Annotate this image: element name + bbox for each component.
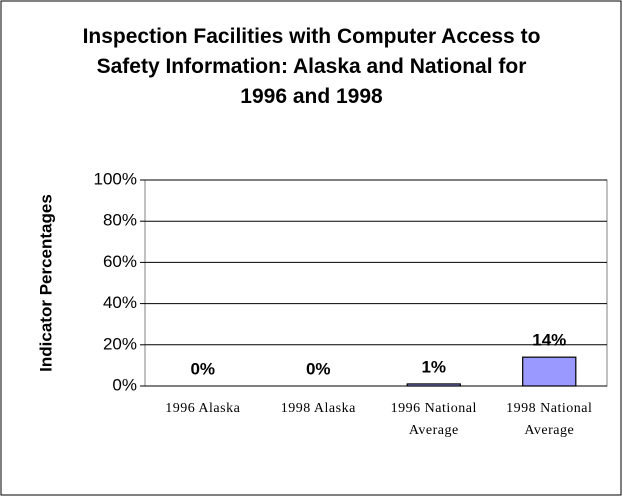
x-tick-label: 1996 National Average bbox=[390, 401, 477, 438]
data-label: 14% bbox=[532, 331, 566, 350]
data-label: 0% bbox=[306, 359, 331, 378]
data-label: 1% bbox=[421, 357, 446, 376]
y-tick-label: 20% bbox=[103, 334, 137, 353]
y-tick-label: 100% bbox=[94, 169, 137, 188]
x-tick-label: 1998 National Average bbox=[506, 401, 593, 438]
data-label: 0% bbox=[190, 359, 215, 378]
x-tick-label: 1998 Alaska bbox=[280, 401, 356, 416]
y-axis-label: Indicator Percentages bbox=[36, 194, 55, 372]
x-tick-label: 1996 Alaska bbox=[165, 401, 241, 416]
y-tick-label: 40% bbox=[103, 293, 137, 312]
bar bbox=[522, 356, 577, 387]
y-tick-label: 80% bbox=[103, 211, 137, 230]
y-tick-label: 60% bbox=[103, 252, 137, 271]
chart-title: Inspection Facilities with Computer Acce… bbox=[82, 25, 541, 108]
bar bbox=[406, 383, 461, 387]
y-tick-label: 0% bbox=[112, 375, 137, 394]
